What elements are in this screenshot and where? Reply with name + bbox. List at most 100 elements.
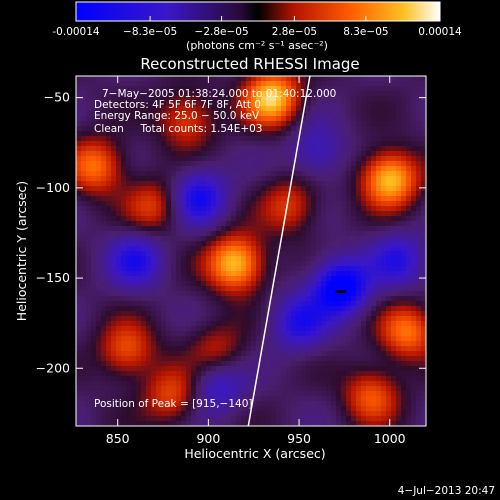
heatmap-cell	[296, 336, 302, 342]
heatmap-cell	[256, 166, 262, 172]
heatmap-cell	[266, 411, 272, 417]
heatmap-layer	[76, 76, 426, 426]
heatmap-cell	[366, 351, 372, 357]
heatmap-cell	[391, 376, 397, 382]
heatmap-cell	[171, 306, 177, 312]
heatmap-cell	[266, 286, 272, 292]
heatmap-cell	[141, 131, 147, 137]
heatmap-cell	[316, 236, 322, 242]
heatmap-cell	[81, 296, 87, 302]
heatmap-cell	[176, 176, 182, 182]
heatmap-cell	[136, 316, 142, 322]
heatmap-cell	[346, 301, 352, 307]
heatmap-cell	[316, 416, 322, 422]
heatmap-cell	[206, 151, 212, 157]
heatmap-cell	[116, 261, 122, 267]
heatmap-cell	[376, 421, 382, 426]
heatmap-cell	[236, 116, 242, 122]
heatmap-cell	[176, 106, 182, 112]
heatmap-cell	[326, 106, 332, 112]
heatmap-cell	[156, 406, 162, 412]
heatmap-cell	[136, 201, 142, 207]
heatmap-cell	[391, 406, 397, 412]
heatmap-cell	[416, 136, 422, 142]
heatmap-cell	[81, 366, 87, 372]
heatmap-cell	[286, 281, 292, 287]
heatmap-cell	[166, 206, 172, 212]
heatmap-cell	[81, 106, 87, 112]
heatmap-cell	[186, 141, 192, 147]
heatmap-cell	[86, 211, 92, 217]
heatmap-cell	[131, 126, 137, 132]
heatmap-cell	[191, 181, 197, 187]
heatmap-cell	[76, 226, 82, 232]
heatmap-cell	[121, 401, 127, 407]
heatmap-cell	[261, 231, 267, 237]
heatmap-cell	[351, 216, 357, 222]
heatmap-cell	[361, 191, 367, 197]
heatmap-cell	[121, 301, 127, 307]
heatmap-cell	[186, 156, 192, 162]
heatmap-cell	[336, 351, 342, 357]
heatmap-cell	[146, 261, 152, 267]
heatmap-cell	[321, 251, 327, 257]
heatmap-cell	[326, 266, 332, 272]
heatmap-cell	[396, 401, 402, 407]
heatmap-cell	[266, 421, 272, 426]
heatmap-cell	[306, 316, 312, 322]
heatmap-cell	[351, 306, 357, 312]
heatmap-cell	[396, 186, 402, 192]
heatmap-cell	[111, 336, 117, 342]
heatmap-cell	[266, 401, 272, 407]
heatmap-cell	[216, 126, 222, 132]
heatmap-cell	[301, 196, 307, 202]
heatmap-cell	[291, 141, 297, 147]
heatmap-cell	[181, 86, 187, 92]
heatmap-cell	[126, 251, 132, 257]
heatmap-cell	[371, 266, 377, 272]
heatmap-cell	[356, 186, 362, 192]
heatmap-cell	[351, 181, 357, 187]
heatmap-cell	[206, 301, 212, 307]
heatmap-cell	[206, 146, 212, 152]
heatmap-cell	[86, 296, 92, 302]
heatmap-cell	[196, 201, 202, 207]
heatmap-cell	[336, 111, 342, 117]
heatmap-cell	[116, 256, 122, 262]
heatmap-cell	[421, 151, 426, 157]
heatmap-cell	[326, 86, 332, 92]
heatmap-cell	[206, 336, 212, 342]
heatmap-cell	[371, 311, 377, 317]
heatmap-cell	[131, 356, 137, 362]
heatmap-cell	[216, 231, 222, 237]
heatmap-cell	[346, 251, 352, 257]
heatmap-cell	[386, 311, 392, 317]
heatmap-cell	[91, 361, 97, 367]
heatmap-cell	[76, 271, 82, 277]
heatmap-cell	[261, 101, 267, 107]
heatmap-cell	[286, 346, 292, 352]
heatmap-cell	[91, 296, 97, 302]
heatmap-cell	[326, 296, 332, 302]
heatmap-cell	[356, 296, 362, 302]
heatmap-cell	[196, 196, 202, 202]
heatmap-cell	[136, 356, 142, 362]
heatmap-cell	[161, 406, 167, 412]
heatmap-cell	[166, 406, 172, 412]
heatmap-cell	[96, 346, 102, 352]
heatmap-cell	[266, 331, 272, 337]
heatmap-cell	[326, 281, 332, 287]
colorbar-tick-label: 8.3e−05	[343, 26, 388, 38]
heatmap-cell	[401, 291, 407, 297]
heatmap-cell	[86, 271, 92, 277]
heatmap-cell	[316, 176, 322, 182]
heatmap-cell	[271, 346, 277, 352]
heatmap-cell	[291, 326, 297, 332]
heatmap-cell	[306, 371, 312, 377]
heatmap-cell	[121, 326, 127, 332]
heatmap-cell	[76, 191, 82, 197]
heatmap-cell	[306, 166, 312, 172]
heatmap-cell	[286, 371, 292, 377]
heatmap-cell	[171, 336, 177, 342]
heatmap-cell	[151, 276, 157, 282]
